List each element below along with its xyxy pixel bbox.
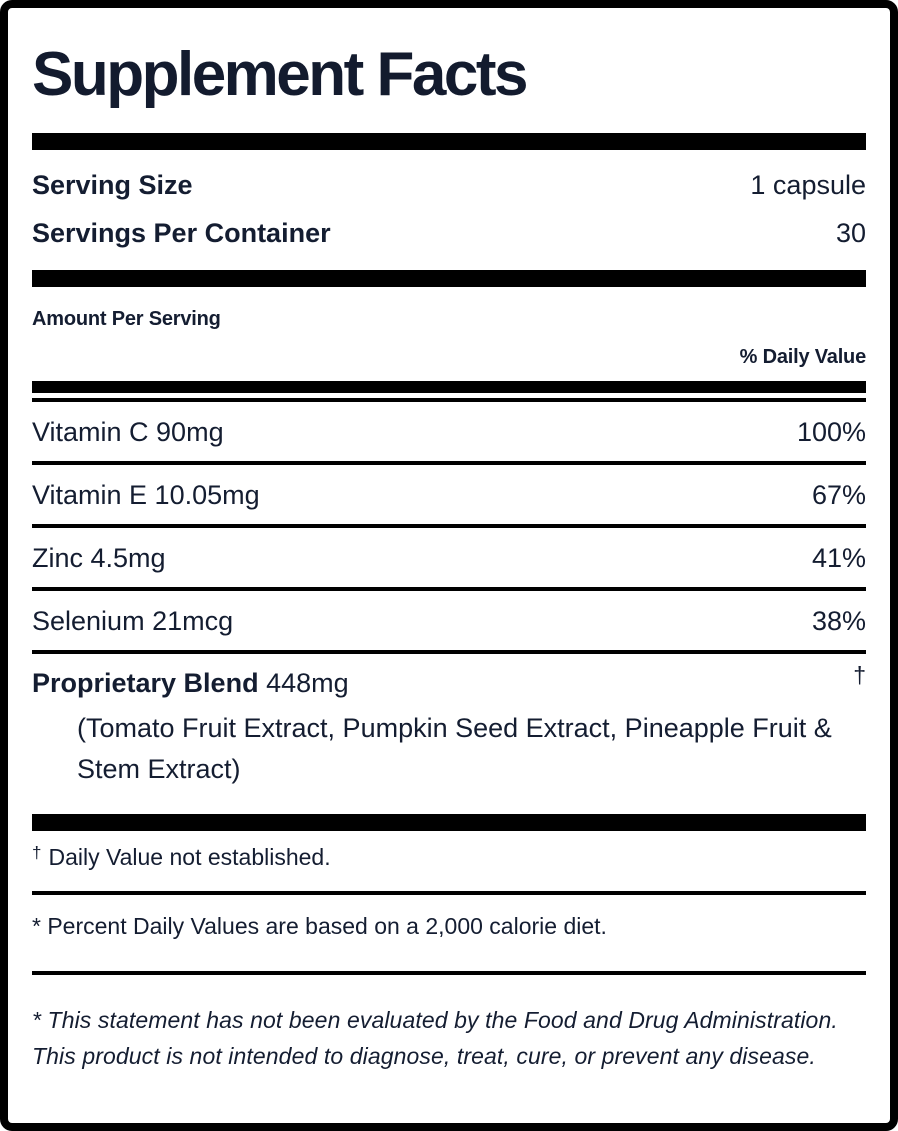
dagger-marker: † (853, 662, 866, 689)
serving-size-label: Serving Size (32, 170, 193, 201)
footnote-daily-value-text: Daily Value not established. (48, 844, 331, 871)
nutrient-name: Selenium 21mcg (32, 606, 234, 637)
servings-per-container-value: 30 (835, 218, 866, 249)
thin-rule (32, 970, 866, 975)
servings-per-container-row: Servings Per Container 30 (32, 218, 866, 249)
nutrient-daily-value: 100% (796, 417, 866, 448)
serving-size-value: 1 capsule (750, 170, 866, 201)
footnote-percent-daily-values: * Percent Daily Values are based on a 2,… (32, 913, 607, 940)
daily-value-heading: % Daily Value (739, 346, 867, 369)
nutrient-name: Vitamin E 10.05mg (32, 480, 260, 511)
nutrient-row-vitamin-e: Vitamin E 10.05mg 67% (32, 465, 866, 529)
blend-amount: 448mg (266, 668, 349, 699)
thick-rule (32, 133, 866, 151)
nutrient-row-selenium: Selenium 21mcg 38% (32, 591, 866, 655)
nutrient-daily-value: 67% (811, 480, 866, 511)
nutrient-daily-value: 38% (811, 606, 866, 637)
nutrient-name: Zinc 4.5mg (32, 543, 166, 574)
nutrient-daily-value: 41% (811, 543, 866, 574)
blend-ingredients: (Tomato Fruit Extract, Pumpkin Seed Extr… (77, 713, 832, 785)
serving-size-row: Serving Size 1 capsule (32, 170, 866, 201)
nutrient-row-vitamin-c: Vitamin C 90mg 100% (32, 402, 866, 466)
thick-rule (32, 270, 866, 288)
nutrient-name: Vitamin C 90mg (32, 417, 224, 448)
footnote-daily-value: † Daily Value not established. (32, 831, 866, 886)
servings-per-container-label: Servings Per Container (32, 218, 331, 249)
blend-title: Proprietary Blend 448mg (32, 668, 349, 699)
thin-rule (32, 398, 866, 403)
serving-info: Serving Size 1 capsule Servings Per Cont… (32, 170, 866, 249)
proprietary-blend-row: Proprietary Blend 448mg † (32, 654, 866, 699)
dagger-marker: † (32, 843, 42, 863)
amount-per-serving-heading: Amount Per Serving (32, 308, 221, 331)
thin-rule (32, 891, 866, 896)
fda-disclaimer: * This statement has not been evaluated … (32, 1006, 838, 1069)
blend-name: Proprietary Blend (32, 668, 259, 699)
thick-rule (32, 381, 866, 394)
thick-rule (32, 814, 866, 832)
panel-title: Supplement Facts (32, 40, 529, 109)
nutrient-row-zinc: Zinc 4.5mg 41% (32, 528, 866, 592)
